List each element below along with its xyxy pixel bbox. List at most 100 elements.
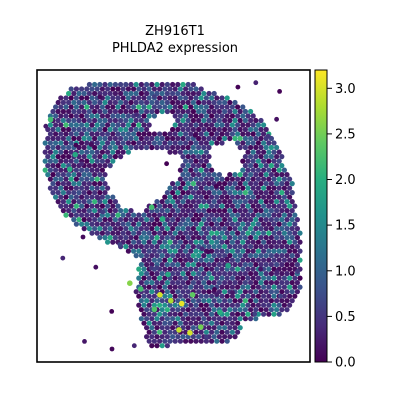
tissue-spot-609	[84, 158, 90, 164]
tissue-spot-370	[47, 131, 54, 137]
tissue-spot-879	[224, 194, 230, 200]
tissue-spot-1236	[128, 235, 134, 241]
tissue-spot-1408	[141, 257, 147, 263]
tissue-spot-1443	[159, 262, 165, 268]
tissue-spot-536	[258, 144, 264, 151]
tissue-spot-1328	[227, 244, 233, 250]
tissue-spot-899	[92, 199, 98, 205]
tissue-spot-284	[216, 117, 222, 124]
tissue-spot-1109	[99, 221, 105, 227]
tissue-spot-1604	[177, 284, 183, 290]
tissue-spot-1430	[255, 257, 261, 263]
tissue-spot-677	[255, 167, 261, 173]
tissue-spot-470	[110, 140, 116, 146]
tissue-spot-1160	[149, 226, 155, 232]
tissue-spot-1624	[281, 284, 287, 290]
tissue-spot-657	[53, 167, 59, 173]
tissue-spot-1355	[193, 248, 199, 254]
tissue-spot-305	[110, 122, 116, 128]
tissue-spot-143	[232, 99, 238, 106]
tissue-spot-1047	[229, 212, 235, 218]
tissue-spot-1143	[276, 221, 282, 227]
tissue-spot-248	[209, 113, 215, 119]
tissue-spot-286	[227, 117, 233, 124]
tissue-spot-1934	[109, 346, 115, 352]
tissue-spot-1390	[206, 253, 212, 259]
tissue-spot-1060	[71, 217, 77, 223]
tissue-spot-231	[105, 113, 111, 119]
tissue-spot-733	[214, 176, 220, 182]
tissue-spot-828	[97, 190, 103, 196]
tissue-spot-73	[201, 90, 207, 97]
tissue-spot-1659	[294, 289, 300, 295]
chart-title-line2: PHLDA2 expression	[112, 41, 238, 56]
tissue-spot-202	[159, 108, 165, 115]
tissue-spot-149	[79, 104, 85, 110]
tissue-spot-597	[263, 154, 269, 160]
tissue-spot-938	[94, 203, 100, 209]
tissue-spot-913	[201, 199, 207, 205]
tissue-spot-691	[86, 172, 92, 178]
tissue-spot-491	[219, 140, 225, 146]
tissue-spot-138	[206, 99, 212, 106]
tissue-spot-1475	[162, 266, 168, 272]
tissue-spot-622	[250, 158, 256, 164]
tissue-spot-1360	[219, 248, 225, 254]
tissue-spot-805	[219, 185, 225, 191]
tissue-spot-1214	[219, 230, 225, 236]
tissue-spot-1058	[287, 212, 293, 218]
tissue-spot-96	[162, 95, 168, 101]
tissue-spot-276	[175, 117, 181, 124]
tissue-spot-983	[118, 208, 124, 214]
tissue-spot-1783	[157, 311, 163, 317]
tissue-spot-1944	[230, 290, 235, 295]
tissue-spot-246	[198, 113, 204, 119]
tissue-spot-339	[86, 126, 92, 133]
tissue-spot-42	[177, 86, 183, 92]
tissue-spot-1040	[193, 212, 199, 218]
tissue-spot-93	[146, 95, 152, 101]
tissue-spot-1466	[279, 262, 285, 268]
tissue-spot-1789	[188, 311, 194, 317]
tissue-spot-897	[81, 199, 87, 205]
tissue-spot-1661	[141, 293, 147, 299]
tissue-spot-1026	[120, 212, 126, 218]
tissue-spot-1249	[196, 235, 202, 241]
tissue-spot-14	[159, 81, 165, 88]
tissue-spot-1703	[201, 298, 207, 304]
tissue-spot-255	[245, 113, 251, 119]
tissue-spot-465	[84, 140, 90, 146]
tissue-spot-766	[206, 181, 212, 187]
tissue-spot-556	[125, 149, 131, 155]
tissue-spot-956	[214, 203, 220, 209]
tissue-spot-1386	[185, 253, 191, 259]
tissue-spot-718	[63, 176, 69, 182]
tissue-spot-1395	[232, 253, 238, 259]
tissue-spot-714	[284, 172, 290, 178]
tissue-spot-821	[60, 190, 66, 196]
tissue-spot-1565	[138, 280, 144, 286]
tissue-spot-1808	[144, 316, 150, 322]
tissue-spot-41	[172, 86, 178, 92]
tissue-spot-528	[190, 144, 196, 151]
tissue-spot-476	[141, 140, 147, 146]
tissue-spot-1847	[229, 320, 235, 326]
tissue-spot-1724	[151, 302, 157, 308]
tissue-spot-785	[58, 185, 64, 191]
tissue-spot-1713	[253, 298, 259, 304]
tissue-spot-1679	[235, 293, 241, 299]
tissue-spot-1082	[185, 217, 191, 223]
tissue-spot-1962	[199, 246, 205, 252]
tissue-spot-1954	[295, 269, 300, 274]
tissue-spot-891	[287, 194, 293, 200]
tissue-spot-1504	[149, 271, 155, 277]
tissue-spot-1710	[237, 298, 243, 304]
tissue-spot-533	[242, 144, 248, 151]
tissue-spot-1608	[198, 284, 204, 290]
tissue-spot-1325	[211, 244, 217, 250]
tissue-spot-557	[167, 149, 173, 155]
tissue-spot-437	[170, 135, 176, 142]
tissue-spot-1274	[131, 239, 137, 245]
tissue-spot-807	[229, 185, 235, 191]
tissue-spot-633	[71, 163, 77, 169]
